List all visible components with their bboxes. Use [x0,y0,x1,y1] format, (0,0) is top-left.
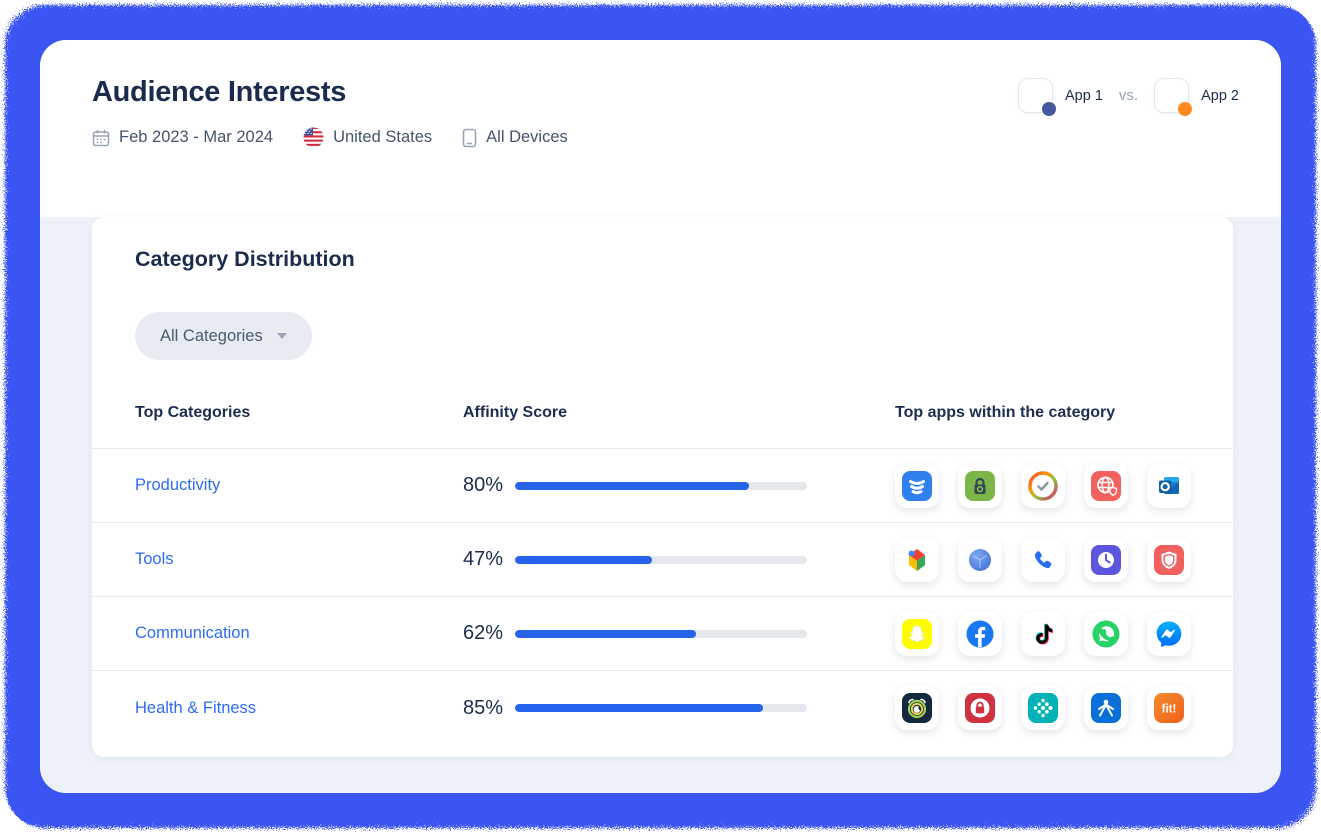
whatsapp-app-icon[interactable] [1084,611,1128,656]
affinity-score-value: 62% [463,622,504,644]
column-header-top-apps: Top apps within the category [895,404,1116,421]
alarm-rings-app-icon[interactable] [895,686,939,730]
facebook-app-icon[interactable] [958,611,1002,656]
table-row: Tools 47% [92,523,1233,597]
affinity-score-value: 80% [463,474,504,496]
chevron-down-icon [276,333,287,339]
affinity-bar-fill [515,704,764,712]
page-header: Audience Interests Feb 2023 - Mar 2024 [40,40,1281,182]
shield-red-app-icon[interactable] [1147,537,1191,582]
category-distribution-card: Category Distribution All Categories Top… [92,217,1233,757]
category-link[interactable]: Tools [135,550,174,568]
top-apps-cell: fit! [895,686,1233,730]
country-label: United States [333,128,433,146]
date-range-filter[interactable]: Feb 2023 - Mar 2024 [92,128,273,147]
affinity-bar-fill [515,481,749,490]
mobile-device-icon [462,128,477,148]
top-apps-cell [895,537,1233,582]
devices-label: All Devices [486,128,568,146]
outlook-mail-app-icon[interactable] [1147,463,1191,508]
app1-color-dot [1042,102,1057,116]
affinity-bar-track [515,704,807,712]
google-play-services-app-icon[interactable] [895,537,939,582]
categories-dropdown-value: All Categories [160,326,263,345]
svg-text:fit!: fit! [1162,704,1177,716]
app-panel: Audience Interests Feb 2023 - Mar 2024 [40,40,1281,793]
app2-color-dot [1178,102,1193,116]
devices-filter[interactable]: All Devices [462,128,568,148]
messenger-app-icon[interactable] [1147,611,1191,656]
clock-purple-app-icon[interactable] [1084,537,1128,582]
fitbit-app-icon[interactable] [1021,686,1065,730]
category-link[interactable]: Productivity [135,476,221,494]
top-apps-cell [895,611,1233,656]
affinity-bar-track [515,555,807,564]
timer-rainbow-ring-app-icon[interactable] [1021,463,1065,508]
page-title: Audience Interests [92,76,347,108]
app-comparison-widget: App 1 vs. App 2 [1018,78,1239,116]
tiktok-app-icon[interactable] [1021,611,1065,656]
column-header-affinity: Affinity Score [463,404,568,421]
fit-orange-app-icon[interactable]: fit! [1147,686,1191,730]
phone-dialer-app-icon[interactable] [1021,537,1065,582]
card-title: Category Distribution [135,247,355,271]
category-link[interactable]: Communication [135,624,250,642]
privacy-lock-red-app-icon[interactable] [958,686,1002,730]
column-header-categories: Top Categories [135,404,251,421]
clock-sphere-blue-app-icon[interactable] [958,537,1002,582]
country-filter[interactable]: United States [303,127,432,148]
table-row: Communication 62% [92,597,1233,671]
category-link[interactable]: Health & Fitness [135,698,257,717]
table-row: Health & Fitness 85% [92,671,1233,745]
report-filters: Feb 2023 - Mar 2024 [92,127,1281,148]
affinity-bar-fill [515,555,653,564]
affinity-cell: 85% [463,697,895,720]
globe-shield-red-app-icon[interactable] [1084,463,1128,508]
app1-label: App 1 [1065,87,1103,104]
myfitnesspal-app-icon[interactable] [1084,686,1128,730]
app2-label: App 2 [1201,87,1239,104]
top-apps-cell [895,463,1233,508]
calendar-icon [92,129,110,147]
page-body: Category Distribution All Categories Top… [40,217,1281,793]
app2-slot[interactable] [1154,78,1193,116]
vs-label: vs. [1118,87,1139,104]
categories-dropdown[interactable]: All Categories [135,312,312,360]
affinity-score-value: 85% [463,696,504,719]
table-row: Productivity 80% [92,449,1233,523]
date-range-label: Feb 2023 - Mar 2024 [119,128,274,146]
affinity-bar-fill [515,629,697,638]
us-flag-icon [303,127,324,148]
affinity-cell: 80% [463,474,895,497]
table-header-row: Top Categories Affinity Score Top apps w… [92,360,1233,449]
affinity-bar-track [515,629,807,638]
snapchat-app-icon[interactable] [895,611,939,656]
affinity-score-value: 47% [463,548,504,570]
affinity-bar-track [515,481,807,490]
affinity-cell: 47% [463,548,895,571]
affinity-cell: 62% [463,622,895,645]
app1-slot[interactable] [1018,78,1057,116]
layered-shield-blue-app-icon[interactable] [895,463,939,508]
padlock-green-app-icon[interactable] [958,463,1002,508]
